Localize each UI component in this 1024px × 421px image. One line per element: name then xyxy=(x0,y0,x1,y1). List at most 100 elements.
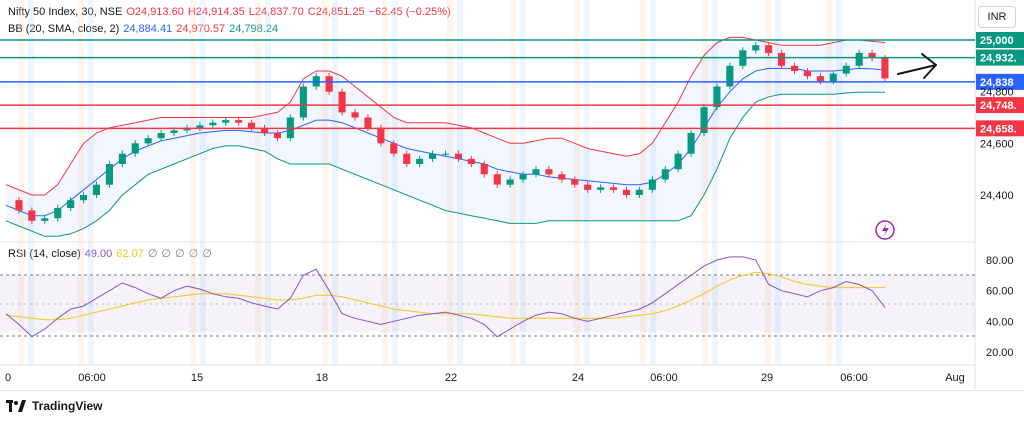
bb-upper-value: 24,970.57 xyxy=(176,23,226,35)
price-tick-label: 24,800 xyxy=(980,87,1014,99)
candle-body xyxy=(196,125,204,128)
candle-body xyxy=(842,65,850,74)
candle-body xyxy=(261,127,269,133)
time-tick-label: 06:00 xyxy=(840,372,868,384)
close-value: C24,851.25 xyxy=(307,6,365,18)
time-tick-label: 06:00 xyxy=(78,372,106,384)
rsi-extra-3: ∅ xyxy=(175,248,185,260)
candle-body xyxy=(351,112,359,118)
session-band xyxy=(712,0,718,365)
symbol-label[interactable]: Nifty 50 Index, 30, NSE xyxy=(8,6,123,18)
candle-body xyxy=(222,120,230,123)
currency-button[interactable]: INR xyxy=(978,6,1016,28)
time-tick-label: 0 xyxy=(5,372,11,384)
session-band xyxy=(775,0,781,365)
candle-body xyxy=(28,210,36,221)
level-label: 24,838 xyxy=(980,77,1014,89)
session-band xyxy=(255,0,261,365)
rsi-tick-label: 20.00 xyxy=(986,347,1014,359)
session-band xyxy=(640,0,646,365)
candle-body xyxy=(364,117,372,128)
candle-body xyxy=(235,120,243,123)
candle-body xyxy=(868,52,876,59)
rsi-tick-label: 80.00 xyxy=(986,255,1014,267)
candle-body xyxy=(778,52,786,66)
rsi-tick-label: 60.00 xyxy=(986,286,1014,298)
rsi-value: 49.00 xyxy=(84,247,113,260)
arrow-annotation xyxy=(897,53,937,79)
candle-body xyxy=(803,71,811,77)
candle-body xyxy=(881,58,889,79)
level-label: 24,658. xyxy=(980,123,1017,135)
candle-body xyxy=(855,52,863,66)
candle-body xyxy=(15,200,23,211)
tradingview-logo[interactable]: TradingView xyxy=(6,399,102,413)
time-tick-label: Aug xyxy=(945,372,965,384)
candle-body xyxy=(584,184,592,190)
candle-body xyxy=(325,76,333,92)
candle-body xyxy=(674,153,682,170)
candle-body xyxy=(299,86,307,118)
session-band xyxy=(765,0,771,365)
level-label-bg xyxy=(976,73,1024,90)
session-band xyxy=(392,0,398,365)
candle-body xyxy=(687,133,695,154)
price-tick-label: 24,400 xyxy=(980,190,1014,202)
bb-legend: BB (20, SMA, close, 2) 24,884.41 24,970.… xyxy=(8,23,278,35)
candle-body xyxy=(752,45,760,51)
time-tick-label: 29 xyxy=(761,372,773,384)
session-band xyxy=(322,0,328,365)
candle-body xyxy=(816,76,824,82)
rsi-line xyxy=(5,256,886,338)
candle-body xyxy=(80,195,88,201)
level-label-bg xyxy=(976,97,1024,114)
tradingview-icon xyxy=(6,400,26,412)
rsi-legend: RSI (14, close) 49.00 62.07 ∅ ∅ ∅ ∅ ∅ xyxy=(8,247,212,261)
candle-body xyxy=(41,218,49,221)
price-tick-label: 24,600 xyxy=(980,138,1014,150)
candle-body xyxy=(571,179,579,185)
candle-body xyxy=(480,164,488,175)
candle-body xyxy=(416,158,424,164)
candle-body xyxy=(493,174,501,185)
session-band xyxy=(836,0,842,365)
time-tick-label: 22 xyxy=(445,372,457,384)
lightning-icon[interactable] xyxy=(875,220,895,240)
change-value: −62.45 (−0.25%) xyxy=(368,6,451,18)
rsi-ma-line xyxy=(5,271,885,321)
rsi-band-fill xyxy=(0,275,975,332)
session-band xyxy=(78,0,84,365)
candle-body xyxy=(170,130,178,133)
level-label-bg xyxy=(976,120,1024,137)
rsi-tick-label: 40.00 xyxy=(986,316,1014,328)
rsi-ma-value: 62.07 xyxy=(116,247,144,260)
session-band xyxy=(382,0,388,365)
candle-body xyxy=(597,187,605,190)
level-label: 24,748. xyxy=(980,100,1017,112)
session-band xyxy=(332,0,338,365)
rsi-extra-4: ∅ xyxy=(188,248,199,260)
candle-body xyxy=(377,127,385,144)
candle-body xyxy=(248,122,256,128)
bb-label[interactable]: BB (20, SMA, close, 2) xyxy=(8,23,120,35)
candle-body xyxy=(131,143,139,154)
rsi-label[interactable]: RSI (14, close) xyxy=(8,247,81,260)
candle-body xyxy=(105,164,113,185)
candle-body xyxy=(429,153,437,159)
candle-body xyxy=(713,86,721,108)
candle-body xyxy=(829,73,837,82)
candle-body xyxy=(209,122,217,126)
high-value: H24,914.35 xyxy=(187,6,245,18)
horizontal-levels: 25,000 24,932. 24,838 24,748. 24,658. xyxy=(0,32,1024,137)
session-band xyxy=(28,0,34,365)
level-label: 25,000 xyxy=(980,35,1014,47)
session-band xyxy=(584,0,590,365)
session-band xyxy=(18,0,24,365)
price-chart[interactable]: 25,000 24,932. 24,838 24,748. 24,658. 24,800… xyxy=(0,0,1024,390)
time-tick-label: 18 xyxy=(316,372,328,384)
time-tick-label: 06:00 xyxy=(650,372,678,384)
candle-body xyxy=(118,153,126,164)
candle-body xyxy=(92,184,100,195)
candle-body xyxy=(403,153,411,164)
